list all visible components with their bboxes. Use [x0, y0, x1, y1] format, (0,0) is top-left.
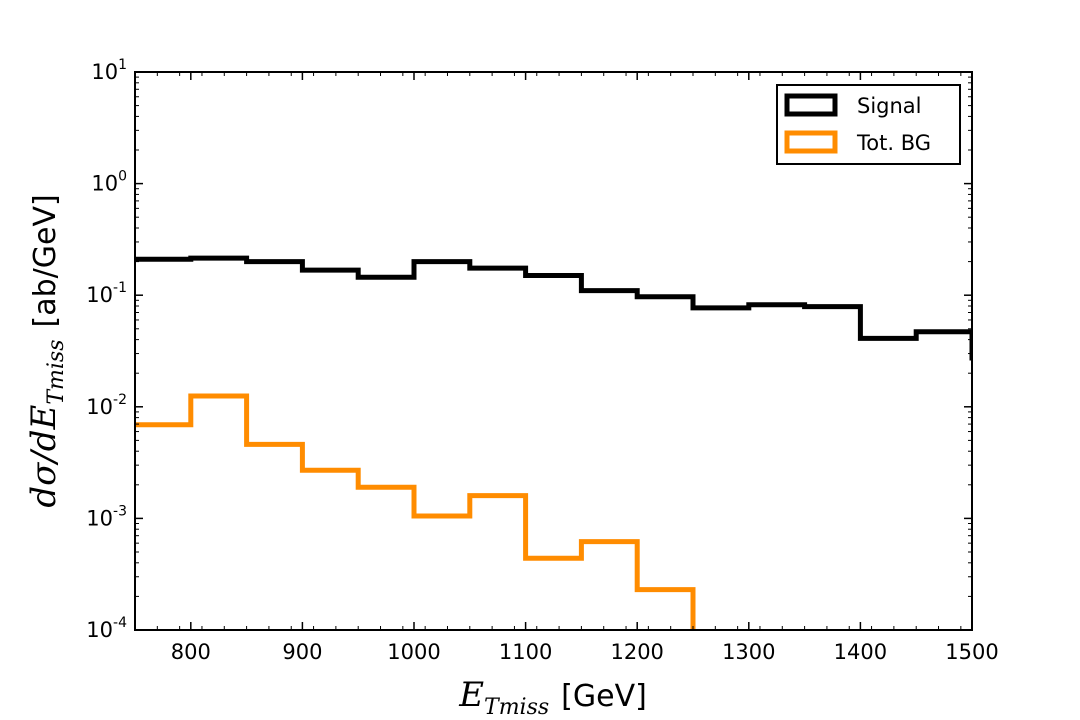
series-line-tot-bg [135, 393, 696, 630]
legend: Signal Tot. BG [776, 84, 961, 165]
series-line-signal [135, 255, 972, 361]
x-tick-label: 1300 [722, 640, 775, 664]
y-tick-label: 10-4 [86, 615, 127, 642]
ticks-layer: 800 900 1000 1100 1200 1300 1400 1500 10-4 10-3 10… [86, 57, 998, 664]
x-tick-label: 900 [282, 640, 322, 664]
x-axis-label-math: E [458, 675, 484, 715]
y-tick-label: 10-1 [86, 280, 127, 307]
y-tick-label: 10-3 [86, 503, 127, 530]
legend-swatch-signal [784, 93, 838, 117]
x-tick-label: 1200 [610, 640, 663, 664]
x-tick-label: 1400 [834, 640, 887, 664]
x-axis-label-unit: [GeV] [561, 679, 647, 714]
legend-swatch-tot-bg [784, 130, 838, 154]
x-axis-label: ETmiss [GeV] [458, 675, 647, 720]
series-layer [135, 255, 972, 630]
x-tick-label: 800 [171, 640, 211, 664]
y-axis-label: dσ/dETmiss [ab/GeV] [24, 194, 69, 507]
y-axis-label-unit: [ab/GeV] [28, 194, 63, 327]
plot-frame [134, 71, 973, 631]
y-tick-label: 100 [91, 169, 127, 196]
legend-label-signal: Signal [857, 94, 922, 118]
x-tick-label: 1100 [499, 640, 552, 664]
y-axis-label-sub: Tmiss [44, 340, 69, 405]
y-tick-label: 10-2 [86, 392, 127, 419]
x-tick-label: 1500 [945, 640, 998, 664]
legend-label-tot-bg: Tot. BG [856, 131, 931, 155]
y-tick-label: 101 [91, 57, 127, 84]
x-axis-label-sub: Tmiss [484, 695, 549, 720]
x-tick-label: 1000 [387, 640, 440, 664]
y-axis-label-math: dσ/dE [24, 404, 64, 507]
